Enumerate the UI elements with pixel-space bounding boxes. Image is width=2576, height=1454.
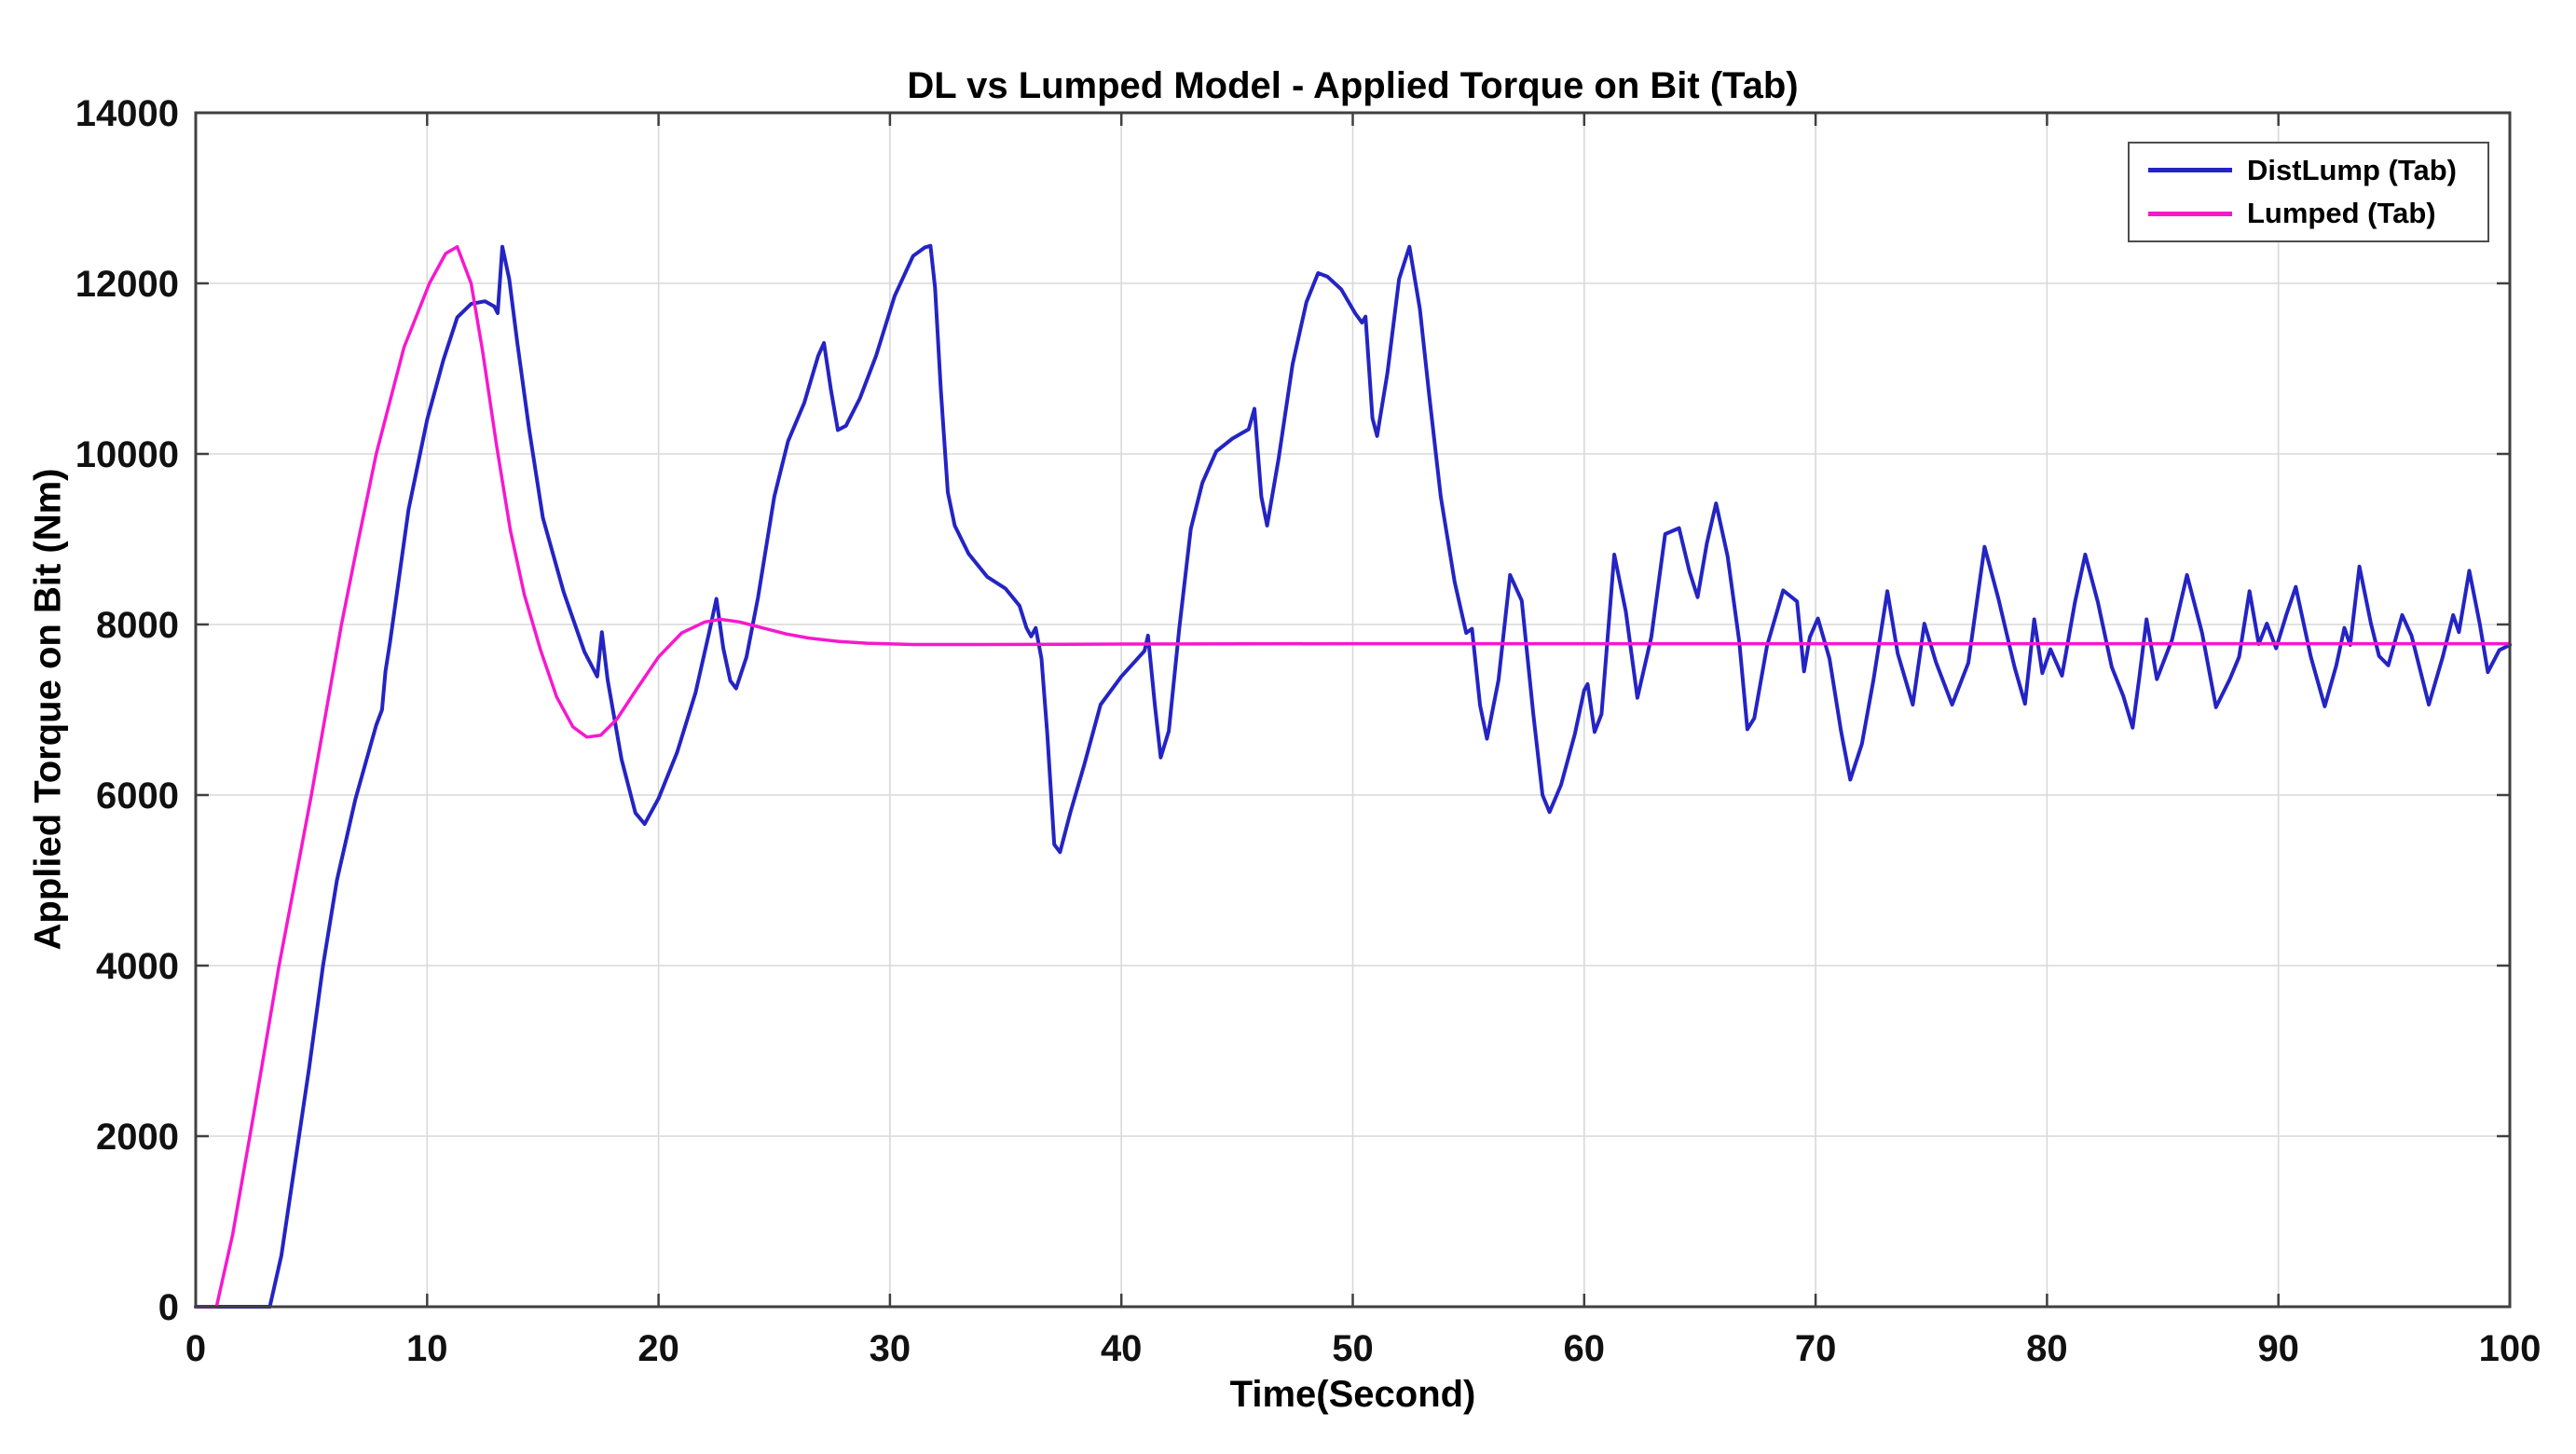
legend-label-lumped: Lumped (Tab) [2247,197,2436,230]
x-axis-label: Time(Second) [1229,1374,1476,1415]
x-tick-label: 10 [406,1328,448,1369]
x-tick-label: 30 [870,1328,911,1369]
y-tick-label: 12000 [75,264,179,305]
x-tick-label: 80 [2026,1328,2068,1369]
y-axis-label: Applied Torque on Bit (Nm) [27,468,69,951]
distlump-line-swatch [2148,168,2232,173]
y-tick-label: 6000 [96,775,179,816]
x-tick-label: 0 [185,1328,206,1369]
lumped-line-swatch [2148,211,2232,216]
x-tick-label: 50 [1332,1328,1374,1369]
x-tick-label: 60 [1564,1328,1606,1369]
x-tick-label: 100 [2479,1328,2542,1369]
y-tick-label: 10000 [75,434,179,475]
legend-label-distlump: DistLump (Tab) [2247,153,2458,186]
y-tick-label: 14000 [75,93,179,134]
legend-item-lumped: Lumped (Tab) [2130,193,2487,234]
chart-title: DL vs Lumped Model - Applied Torque on B… [907,65,1799,106]
x-tick-label: 70 [1795,1328,1837,1369]
y-tick-label: 4000 [96,946,179,987]
y-tick-label: 0 [158,1287,179,1328]
legend-item-distlump: DistLump (Tab) [2130,150,2487,191]
y-tick-label: 8000 [96,605,179,646]
x-tick-label: 90 [2257,1328,2299,1369]
x-tick-label: 20 [637,1328,679,1369]
x-tick-label: 40 [1101,1328,1143,1369]
y-tick-label: 2000 [96,1117,179,1158]
legend: DistLump (Tab) Lumped (Tab) [2128,142,2489,242]
